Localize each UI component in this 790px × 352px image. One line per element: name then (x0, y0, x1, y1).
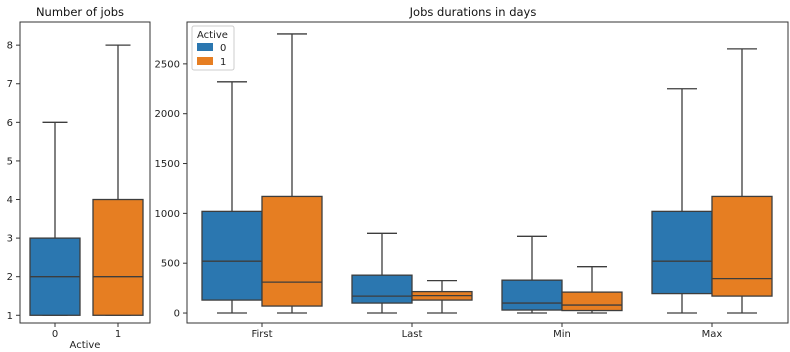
box-min-active-1 (561, 266, 623, 314)
legend-swatch-0 (197, 43, 213, 51)
y-tick-label: 500 (161, 259, 180, 270)
x-tick-label: 0 (52, 329, 58, 340)
jobs-durations-title: Jobs durations in days (409, 5, 537, 19)
box-max-active-1 (711, 48, 773, 314)
x-tick-label: Min (553, 329, 571, 340)
y-tick-label: 1000 (155, 209, 180, 220)
box-1-active-1 (92, 44, 144, 316)
y-tick-label: 8 (7, 41, 13, 52)
x-tick-label: First (251, 329, 272, 340)
jobs-durations-x-axis: First Last Min Max (251, 323, 722, 340)
box-first-active-0 (201, 81, 263, 314)
y-tick-label: 3 (7, 234, 13, 245)
jobs-durations-panel: Jobs durations in days 0 500 1000 1500 2000 2… (155, 5, 789, 340)
iqr-box (201, 210, 263, 301)
box-last-active-0 (351, 232, 413, 314)
box-min-active-0 (501, 235, 563, 314)
jobs-durations-boxes (201, 33, 773, 314)
box-max-active-0 (651, 88, 713, 314)
y-tick-label: 4 (7, 195, 13, 206)
iqr-box (651, 210, 713, 295)
legend-label-1: 1 (220, 57, 226, 68)
x-tick-label: 1 (115, 329, 121, 340)
iqr-box (561, 291, 623, 312)
box-last-active-1 (411, 279, 473, 314)
box-0-active-0 (29, 121, 81, 316)
iqr-box (711, 195, 773, 297)
iqr-box (351, 274, 413, 304)
y-tick-label: 6 (7, 118, 13, 129)
box-first-active-1 (261, 33, 323, 314)
x-tick-label: Last (402, 329, 423, 340)
number-of-jobs-boxes (29, 44, 144, 316)
legend-swatch-1 (197, 57, 213, 65)
number-of-jobs-y-axis: 1 2 3 4 5 6 7 8 (7, 41, 20, 322)
number-of-jobs-plot-frame (19, 21, 151, 324)
legend-title: Active (197, 30, 228, 41)
y-tick-label: 1500 (155, 159, 180, 170)
y-tick-label: 0 (174, 309, 180, 320)
y-tick-label: 5 (7, 156, 13, 167)
x-tick-label: Max (702, 329, 723, 340)
iqr-box (501, 279, 563, 311)
y-tick-label: 2 (7, 272, 13, 283)
y-tick-label: 2000 (155, 109, 180, 120)
jobs-durations-y-axis: 0 500 1000 1500 2000 2500 (155, 59, 187, 320)
number-of-jobs-title: Number of jobs (36, 5, 124, 19)
y-tick-label: 1 (7, 311, 13, 322)
chart-legend: Active 0 1 (191, 25, 235, 71)
y-tick-label: 2500 (155, 59, 180, 70)
iqr-box (92, 198, 144, 316)
legend-label-0: 0 (220, 43, 226, 54)
y-tick-label: 7 (7, 79, 13, 90)
jobs-durations-plot-frame (186, 21, 789, 324)
iqr-box (261, 195, 323, 307)
number-of-jobs-x-label: Active (70, 340, 101, 351)
